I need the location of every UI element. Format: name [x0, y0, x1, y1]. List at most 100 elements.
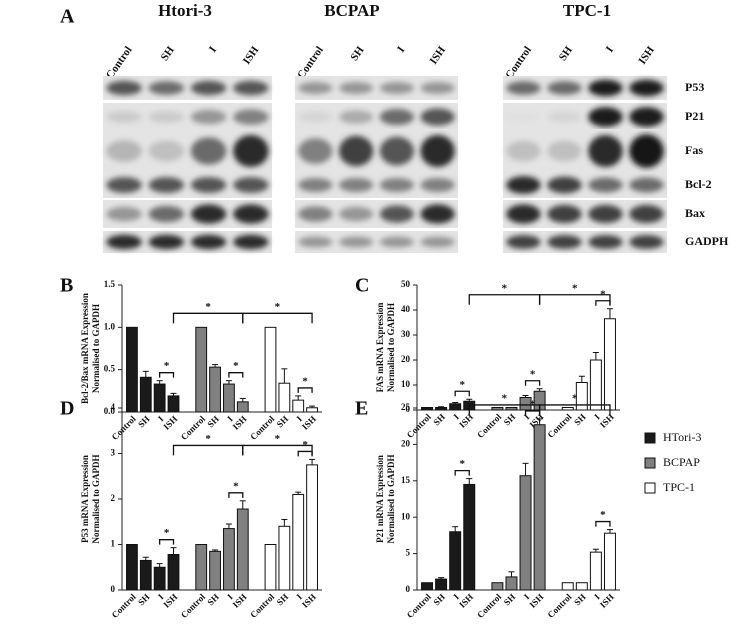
bar — [223, 383, 235, 413]
blot-band — [506, 140, 541, 162]
blot-band — [547, 140, 582, 162]
y-tick-label: 10 — [401, 511, 411, 521]
x-tick-label: Control — [405, 591, 434, 620]
bar — [153, 566, 166, 591]
error-bar — [438, 577, 445, 580]
x-tick-label: ISH — [598, 412, 616, 430]
error-bar — [239, 500, 246, 510]
blot-band — [629, 107, 664, 127]
x-tick-label: I — [592, 411, 602, 421]
bar — [306, 464, 318, 591]
blot-band — [298, 82, 333, 94]
blot-band — [629, 235, 664, 249]
x-tick-label: Control — [179, 413, 208, 442]
x-tick-label: SH — [136, 414, 152, 430]
x-tick-label: ISH — [231, 414, 249, 432]
x-tick-label: SH — [431, 592, 447, 608]
bar — [603, 318, 616, 411]
error-bar — [170, 392, 177, 396]
bar — [421, 407, 434, 411]
x-tick-label: SH — [205, 592, 221, 608]
x-tick-label: ISH — [527, 592, 545, 610]
blot-band — [148, 177, 185, 193]
bar — [153, 383, 166, 413]
x-tick-label: Control — [475, 591, 504, 620]
x-tick-label: SH — [275, 414, 291, 430]
protein-label: GADPH — [685, 234, 729, 248]
bar — [139, 559, 152, 591]
y-tick-label: 3 — [111, 448, 116, 458]
error-bar — [170, 547, 177, 555]
lane-label: I — [395, 44, 407, 54]
x-tick-label: ISH — [231, 592, 249, 610]
bar — [167, 395, 180, 413]
error-bar — [142, 556, 149, 561]
blot-band — [339, 110, 374, 124]
error-bar — [225, 523, 232, 529]
significance-label: * — [205, 433, 211, 445]
significance-label: * — [205, 301, 211, 313]
bar — [292, 493, 305, 591]
blot-band — [190, 109, 227, 125]
blot-band — [629, 134, 664, 168]
bar — [505, 576, 518, 591]
blot-band — [148, 234, 185, 250]
bar — [292, 399, 305, 413]
significance-label: * — [572, 282, 578, 294]
legend-label: BCPAP — [663, 455, 700, 469]
y-tick-label: 15 — [401, 475, 411, 485]
bar — [435, 407, 448, 411]
blot-band — [588, 79, 623, 97]
blot-band — [106, 177, 142, 193]
significance-label: * — [600, 509, 606, 521]
bar — [421, 582, 434, 591]
blot-band — [379, 82, 414, 94]
error-bar — [239, 397, 246, 402]
bar — [575, 382, 588, 411]
bar — [561, 582, 574, 591]
x-tick-label: Control — [110, 413, 139, 442]
lane-label: ISH — [241, 44, 262, 67]
error-bar — [225, 380, 232, 385]
significance-label: * — [302, 375, 308, 387]
y-axis-label: Normalised to GAPDH — [91, 304, 101, 393]
bar — [278, 525, 291, 591]
significance-bracket — [172, 312, 244, 324]
significance-bracket — [454, 469, 470, 476]
legend-swatch — [644, 482, 656, 494]
x-tick-label: Control — [248, 413, 277, 442]
error-bar — [281, 518, 288, 527]
x-tick-label: I — [295, 591, 305, 601]
protein-label: Bcl-2 — [685, 177, 712, 191]
y-axis-label: Normalised to GAPDH — [386, 455, 396, 544]
significance-bracket — [595, 300, 611, 306]
blot-band — [106, 234, 142, 250]
blot-band — [629, 204, 664, 224]
blot-band — [298, 236, 333, 248]
x-tick-label: Control — [248, 591, 277, 620]
error-bar — [156, 563, 163, 568]
significance-bracket — [172, 444, 244, 456]
blot-band — [148, 140, 185, 162]
error-bar — [281, 368, 288, 384]
significance-bracket — [595, 520, 611, 527]
significance-bracket — [538, 294, 611, 305]
blot-band — [148, 81, 185, 95]
lane-label: ISH — [636, 44, 657, 67]
y-tick-label: 0 — [406, 584, 411, 594]
cell-line-title: Htori-3 — [158, 1, 212, 20]
significance-label: * — [164, 527, 170, 539]
significance-bracket — [158, 539, 175, 545]
panel-label: E — [355, 398, 368, 420]
bar — [491, 582, 504, 591]
blot-band — [420, 82, 455, 94]
blot-band — [233, 135, 269, 167]
error-bar — [142, 370, 149, 378]
bar — [209, 366, 221, 413]
blot-band — [233, 177, 269, 193]
y-tick-label: 20 — [401, 438, 411, 448]
blot-band — [547, 235, 582, 249]
blot-background — [103, 231, 272, 253]
lane-label: SH — [557, 44, 576, 63]
significance-bracket — [297, 450, 313, 457]
